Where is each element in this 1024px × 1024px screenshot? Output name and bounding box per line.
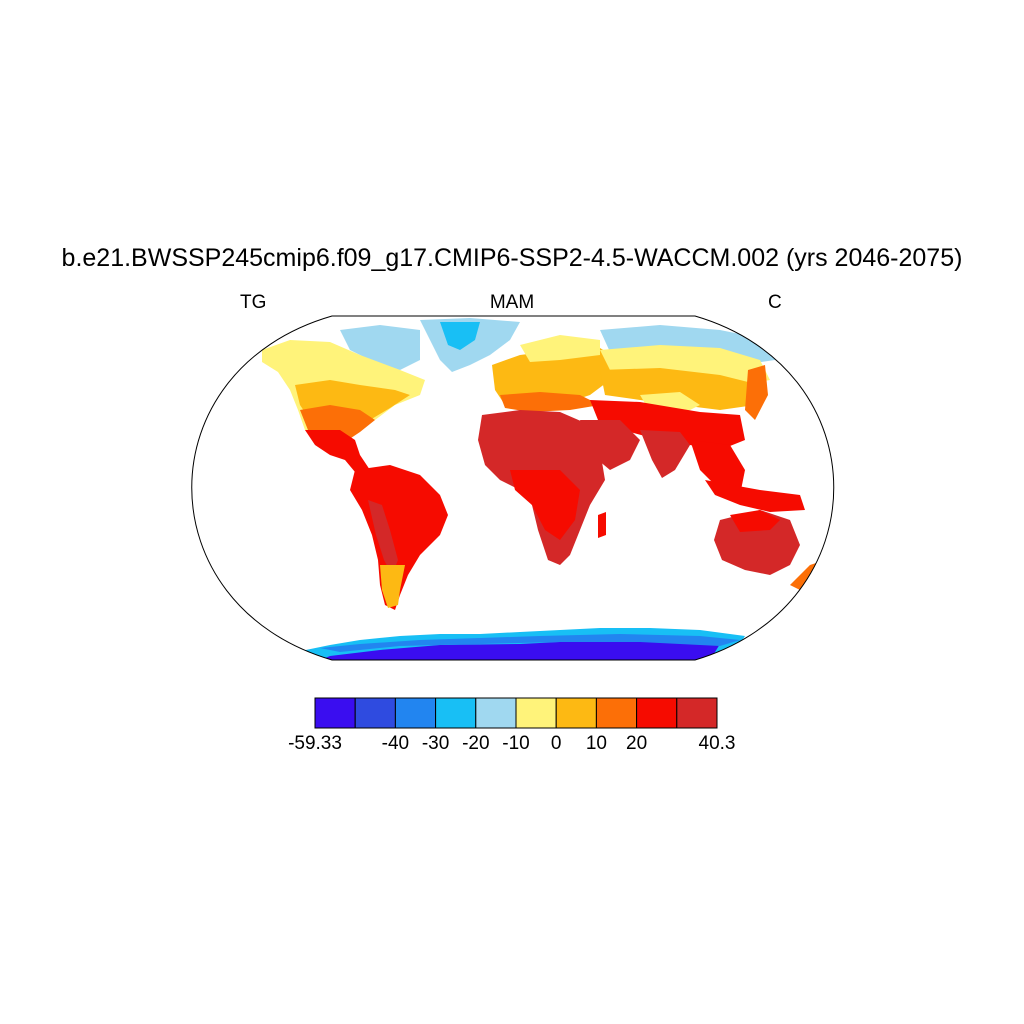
canadian-arctic [340, 325, 420, 370]
units-label: C [768, 292, 782, 313]
colorbar-swatch [475, 697, 517, 729]
japan [745, 365, 768, 420]
colorbar-swatch [555, 697, 597, 729]
new-zealand [790, 560, 825, 590]
map-projection-outline [191, 315, 835, 661]
season-label: MAM [489, 292, 535, 313]
colorbar-tick-label: -10 [502, 733, 530, 754]
greenland-core [440, 322, 480, 350]
colorbar-tick-label: 20 [626, 733, 648, 754]
asia-north [600, 345, 770, 385]
scandinavia [520, 335, 600, 362]
southern-europe [500, 392, 600, 412]
south-america [350, 465, 448, 610]
southeast-asia [690, 440, 745, 495]
colorbar [314, 697, 718, 729]
africa-central [510, 470, 580, 540]
colorbar-tick-label: -30 [421, 733, 450, 754]
australia [714, 510, 800, 575]
india [640, 430, 690, 478]
colorbar-tick-label: -59.33 [288, 733, 342, 754]
central-america [305, 430, 370, 472]
asia-mid [600, 368, 760, 410]
colorbar-swatch [354, 697, 396, 729]
colorbar-swatch [515, 697, 557, 729]
colorbar-tick-label: 0 [550, 733, 562, 754]
south-america-south [380, 565, 405, 608]
colorbar-tick-label: 10 [585, 733, 607, 754]
madagascar [598, 512, 606, 538]
antarctica-interior [320, 640, 720, 660]
colorbar-swatch [595, 697, 638, 729]
colorbar-swatch [394, 697, 437, 729]
colorbar-tick-label: -40 [381, 733, 410, 754]
map-land-layer [262, 318, 825, 660]
colorbar-tick-label: -20 [462, 733, 490, 754]
colorbar-tick-label: 40.3 [698, 733, 736, 754]
asia-south [590, 400, 745, 450]
australia-north [730, 510, 780, 532]
colorbar-swatch [636, 697, 678, 729]
south-america-andes [368, 500, 398, 575]
colorbar-swatch [676, 697, 718, 729]
indonesia [705, 480, 805, 512]
colorbar-swatch [314, 697, 356, 729]
antarctica-coast [320, 634, 740, 652]
figure-title: b.e21.BWSSP245cmip6.f09_g17.CMIP6-SSP2-4… [61, 244, 963, 272]
variable-label: TG [240, 292, 267, 313]
colorbar-swatch [435, 697, 477, 729]
